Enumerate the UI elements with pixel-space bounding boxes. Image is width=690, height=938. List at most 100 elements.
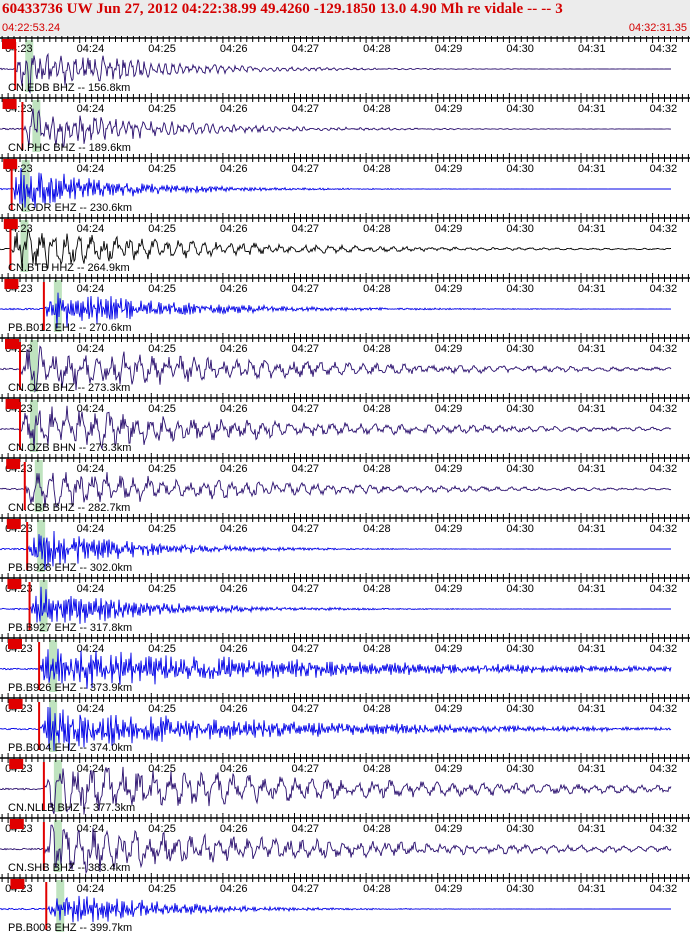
arrival-window [32, 100, 41, 152]
time-tick-label: 04:24 [77, 583, 105, 595]
time-tick-label: 04:24 [77, 643, 105, 655]
time-tick-label: 04:25 [148, 883, 176, 895]
time-tick-label: 04:26 [220, 163, 248, 175]
trace-panel: 04:2304:2404:2504:2604:2704:2804:2904:30… [0, 333, 690, 394]
arrival-window [20, 220, 29, 272]
time-tick-label: 04:31 [578, 643, 606, 655]
time-tick-label: 04:31 [578, 163, 606, 175]
pick-flag [5, 339, 19, 349]
time-tick-label: 04:24 [77, 523, 105, 535]
time-tick-label: 04:25 [148, 343, 176, 355]
time-tick-label: 04:24 [77, 823, 105, 835]
time-tick-label: 04:25 [148, 763, 176, 775]
time-tick-label: 04:32 [650, 523, 678, 535]
time-tick-label: 04:32 [650, 463, 678, 475]
time-tick-label: 04:29 [435, 223, 463, 235]
axis-ticks [1, 573, 689, 583]
time-tick-label: 04:25 [148, 523, 176, 535]
time-tick-label: 04:29 [435, 463, 463, 475]
seismogram-panel: 04:23 04:24 04:25 04:26 04:27 04:28 04:29 04:30… [0, 36, 690, 934]
time-tick-label: 04:27 [292, 883, 320, 895]
time-tick-label: 04:26 [220, 523, 248, 535]
time-tick-label: 04:29 [435, 883, 463, 895]
time-tick-label: 04:27 [292, 523, 320, 535]
pick-marker [42, 822, 45, 870]
time-tick-label: 04:25 [148, 463, 176, 475]
time-tick-label: 04:27 [292, 463, 320, 475]
time-tick-label: 04:31 [578, 583, 606, 595]
time-tick-label: 04:31 [578, 103, 606, 115]
time-tick-label: 04:27 [292, 43, 320, 55]
time-tick-label: 04:26 [220, 343, 248, 355]
station-label: PB.B926 EHZ -- 373.9km [8, 682, 132, 694]
axis-ticks [1, 273, 689, 283]
station-label: CN.OZB BHZ -- 273.3km [8, 382, 130, 394]
time-tick-label: 04:28 [363, 43, 391, 55]
waveform-trace [0, 405, 672, 452]
time-tick-label: 04:29 [435, 703, 463, 715]
time-tick-label: 04:24 [77, 463, 105, 475]
time-tick-label: 04:25 [148, 583, 176, 595]
time-tick-label: 04:28 [363, 343, 391, 355]
time-tick-label: 04:30 [506, 583, 534, 595]
time-tick-label: 04:26 [220, 823, 248, 835]
station-label: CN.GDR EHZ -- 230.6km [8, 202, 132, 214]
time-tick-label: 04:29 [435, 283, 463, 295]
waveform-trace [0, 586, 671, 624]
arrival-window [56, 880, 65, 932]
time-tick-label: 04:31 [578, 823, 606, 835]
station-label: CN.CBB BHZ -- 282.7km [8, 502, 130, 514]
time-tick-label: 04:32 [650, 883, 678, 895]
pick-marker [42, 282, 45, 330]
time-tick-label: 04:25 [148, 103, 176, 115]
arrival-window [21, 160, 30, 212]
pick-marker [42, 762, 45, 810]
time-tick-label: 04:25 [148, 43, 176, 55]
pick-marker [19, 402, 22, 450]
waveform-trace [0, 229, 672, 269]
axis-ticks [1, 393, 689, 403]
station-label: PB.B012 EH2 -- 270.6km [8, 322, 132, 334]
waveform-trace [0, 530, 671, 570]
pick-flag [8, 639, 22, 649]
time-tick-label: 04:30 [506, 283, 534, 295]
time-tick-label: 04:27 [292, 583, 320, 595]
time-tick-label: 04:31 [578, 883, 606, 895]
waveform-trace [0, 472, 672, 508]
time-tick-label: 04:26 [220, 703, 248, 715]
time-tick-label: 04:25 [148, 163, 176, 175]
time-tick-label: 04:27 [292, 223, 320, 235]
pick-marker [21, 102, 24, 150]
trace-panel: 04:2304:2404:2504:2604:2704:2804:2904:30… [0, 813, 690, 875]
pick-flag [6, 519, 21, 529]
time-tick-label: 04:28 [363, 823, 391, 835]
time-tick-label: 04:27 [292, 763, 320, 775]
waveform-trace [0, 167, 671, 208]
time-tick-label: 04:31 [578, 223, 606, 235]
trace-panel: 04:2304:2404:2504:2604:2704:2804:2904:30… [0, 633, 690, 694]
pick-flag [7, 579, 22, 589]
pick-marker [23, 462, 26, 510]
trace-panel: 04:2304:2404:2504:2604:2704:2804:2904:30… [0, 873, 690, 934]
time-tick-label: 04:31 [578, 463, 606, 475]
time-tick-label: 04:27 [292, 103, 320, 115]
time-tick-label: 04:26 [220, 463, 248, 475]
pick-marker [14, 42, 17, 90]
station-label: CN.OZB BHN -- 273.3km [8, 442, 131, 454]
waveform-trace [0, 345, 672, 393]
time-tick-label: 04:30 [506, 163, 534, 175]
time-tick-label: 04:28 [363, 403, 391, 415]
pick-marker [10, 162, 13, 210]
time-tick-label: 04:32 [650, 643, 678, 655]
trace-panel: 04:2304:2404:2504:2604:2704:2804:2904:30… [0, 513, 690, 574]
time-tick-label: 04:26 [220, 223, 248, 235]
pick-flag [10, 879, 25, 889]
time-tick-label: 04:30 [506, 823, 534, 835]
station-label: PB.B004 EHZ -- 374.0km [8, 742, 132, 754]
pick-flag [6, 459, 21, 469]
time-tick-label: 04:30 [506, 643, 534, 655]
time-tick-label: 04:32 [650, 223, 678, 235]
